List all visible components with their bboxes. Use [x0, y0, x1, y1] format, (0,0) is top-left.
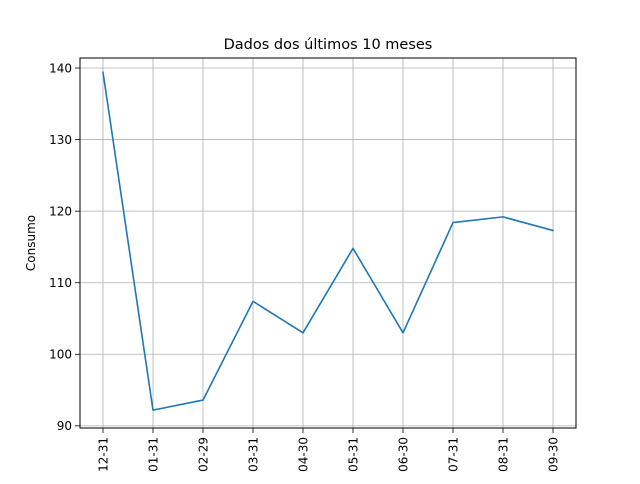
x-tick-label: 03-31	[247, 437, 261, 472]
x-tick-label: 09-30	[547, 437, 561, 472]
y-tick-label: 120	[49, 204, 72, 218]
y-tick-label: 140	[49, 61, 72, 75]
x-tick-label: 12-31	[97, 437, 111, 472]
y-tick-label: 130	[49, 133, 72, 147]
x-tick-label: 02-29	[197, 437, 211, 472]
x-tick-label: 07-31	[447, 437, 461, 472]
x-tick-label: 05-31	[347, 437, 361, 472]
y-tick-label: 110	[49, 276, 72, 290]
y-axis: 90 100 110 120 130 140	[49, 61, 80, 433]
series-line	[103, 72, 553, 410]
x-axis: 12-31 01-31 02-29 03-31 04-30 05-31 06-30 07-31…	[97, 428, 561, 472]
x-tick-label: 06-30	[397, 437, 411, 472]
grid	[80, 58, 576, 428]
y-tick-label: 100	[49, 348, 72, 362]
y-tick-label: 90	[57, 419, 72, 433]
x-tick-label: 04-30	[297, 437, 311, 472]
x-tick-label: 01-31	[147, 437, 161, 472]
chart-title: Dados dos últimos 10 meses	[224, 37, 433, 53]
y-axis-label: Consumo	[24, 215, 38, 271]
plot-frame	[80, 58, 576, 428]
x-tick-label: 08-31	[497, 437, 511, 472]
series-layer	[103, 72, 553, 410]
